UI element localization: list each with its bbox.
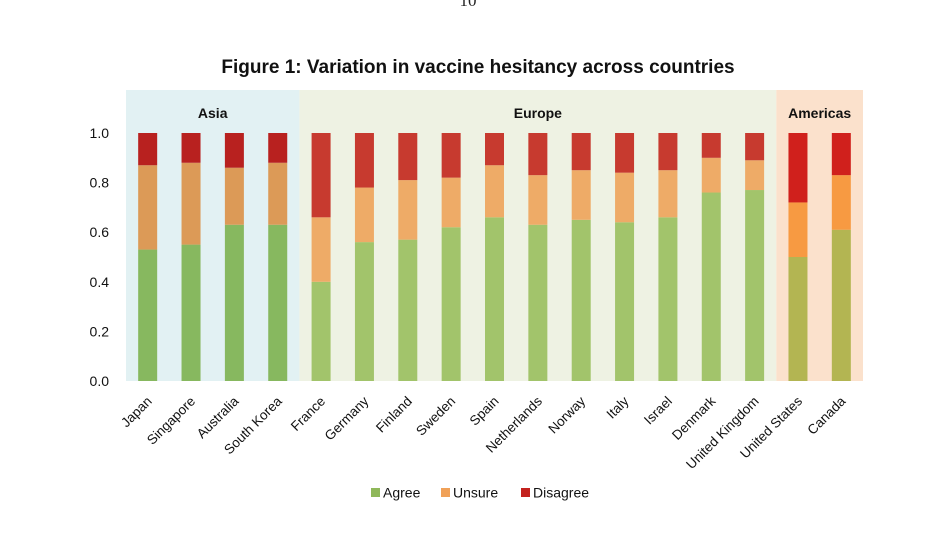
bar-norway-agree	[571, 219, 591, 381]
x-tick-label-sweden: Sweden	[413, 394, 458, 439]
bar-germany-disagree	[354, 133, 374, 188]
bar-australia-unsure	[224, 167, 244, 225]
bar-germany-unsure	[354, 187, 374, 243]
bar-sweden-disagree	[441, 133, 461, 178]
bar-germany-agree	[354, 242, 374, 381]
bar-israel-unsure	[658, 170, 678, 218]
bar-norway-disagree	[571, 133, 591, 171]
x-tick-label-italy: Italy	[604, 393, 632, 421]
y-tick-label: 0.0	[90, 373, 110, 389]
bar-south-korea-disagree	[268, 133, 288, 163]
legend-label-agree: Agree	[383, 485, 421, 501]
y-tick-label: 0.6	[90, 224, 110, 240]
y-tick-label: 0.2	[90, 323, 110, 339]
bar-canada-disagree	[831, 133, 851, 176]
page-number: 10	[459, 0, 477, 10]
bar-italy-unsure	[615, 172, 635, 223]
bar-australia-disagree	[224, 133, 244, 168]
x-tick-label-norway: Norway	[545, 393, 588, 436]
bar-japan-unsure	[138, 165, 158, 250]
bar-netherlands-unsure	[528, 175, 548, 225]
bar-sweden-unsure	[441, 177, 461, 228]
bar-spain-agree	[485, 217, 504, 381]
bar-south-korea-unsure	[268, 162, 288, 225]
legend-label-disagree: Disagree	[533, 485, 589, 501]
bar-japan-agree	[138, 249, 158, 381]
bar-italy-agree	[615, 222, 635, 381]
y-tick-label: 0.8	[90, 175, 110, 191]
bar-finland-agree	[398, 239, 418, 381]
bar-france-disagree	[311, 133, 331, 218]
legend-swatch-agree	[371, 488, 380, 497]
x-tick-label-canada: Canada	[804, 393, 848, 437]
y-tick-label: 0.4	[90, 274, 110, 290]
bar-canada-unsure	[831, 175, 851, 230]
legend-swatch-disagree	[521, 488, 530, 497]
bars	[138, 133, 851, 381]
legend: Agree Unsure Disagree	[371, 485, 589, 501]
bar-united-kingdom-disagree	[745, 133, 765, 161]
bar-united-states-unsure	[788, 202, 808, 257]
bar-denmark-unsure	[701, 157, 721, 193]
x-tick-label-germany: Germany	[322, 393, 372, 443]
bar-singapore-unsure	[181, 162, 201, 245]
bar-spain-disagree	[485, 133, 504, 166]
bar-netherlands-agree	[528, 224, 548, 381]
bar-finland-unsure	[398, 180, 418, 240]
y-axis: 0.0 0.2 0.4 0.6 0.8 1.0	[90, 125, 110, 389]
bar-united-kingdom-unsure	[745, 160, 765, 191]
bar-france-agree	[311, 281, 331, 381]
bar-united-states-agree	[788, 257, 808, 381]
bar-france-unsure	[311, 217, 331, 282]
bar-canada-agree	[831, 229, 851, 381]
bar-israel-agree	[658, 217, 678, 381]
bar-united-kingdom-agree	[745, 190, 765, 381]
bar-singapore-disagree	[181, 133, 201, 163]
bar-israel-disagree	[658, 133, 678, 171]
x-tick-label-spain: Spain	[467, 394, 502, 429]
bar-spain-unsure	[485, 165, 504, 218]
region-label-europe: Europe	[514, 105, 562, 121]
bar-australia-agree	[224, 224, 244, 381]
region-label-americas: Americas	[788, 105, 851, 121]
legend-swatch-unsure	[441, 488, 450, 497]
bar-singapore-agree	[181, 244, 201, 381]
bar-united-states-disagree	[788, 133, 808, 203]
bar-sweden-agree	[441, 227, 461, 381]
bar-south-korea-agree	[268, 224, 288, 381]
bar-netherlands-disagree	[528, 133, 548, 176]
bar-norway-unsure	[571, 170, 591, 220]
bar-italy-disagree	[615, 133, 635, 173]
x-tick-label-finland: Finland	[373, 394, 415, 436]
chart-title: Figure 1: Variation in vaccine hesitancy…	[221, 57, 734, 78]
y-tick-label: 1.0	[90, 125, 110, 141]
legend-label-unsure: Unsure	[453, 485, 498, 501]
bar-denmark-agree	[701, 192, 721, 381]
bar-denmark-disagree	[701, 133, 721, 158]
bar-finland-disagree	[398, 133, 418, 181]
x-tick-label-israel: Israel	[641, 394, 675, 428]
x-tick-label-japan: Japan	[118, 394, 155, 431]
region-label-asia: Asia	[198, 105, 228, 121]
bar-japan-disagree	[138, 133, 158, 166]
x-tick-label-france: France	[288, 394, 328, 434]
